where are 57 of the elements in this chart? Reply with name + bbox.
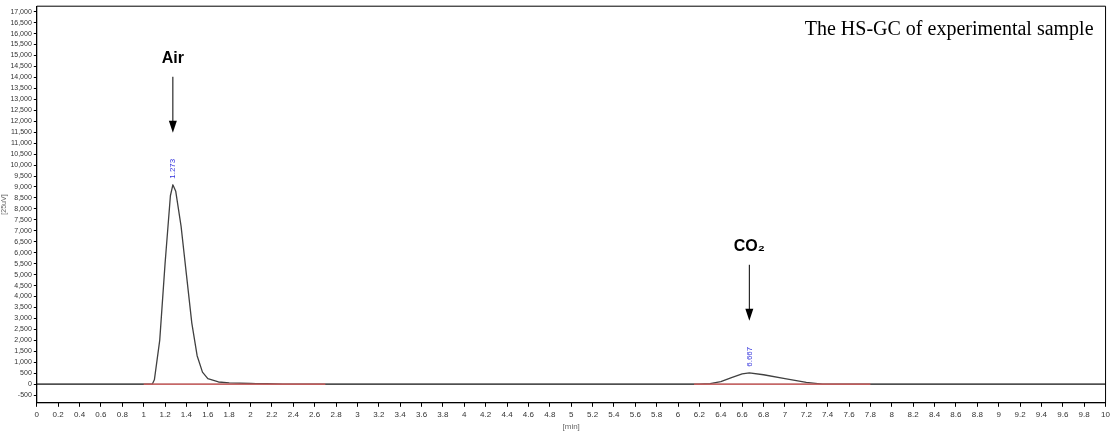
x-tick-label: 5.8 xyxy=(651,409,663,419)
x-tick-label: 8.4 xyxy=(928,409,941,419)
x-tick-label: 6.4 xyxy=(715,409,727,419)
x-tick-label: 9.6 xyxy=(1057,409,1069,419)
x-tick-label: 3 xyxy=(355,409,361,419)
x-tick-label: 8.2 xyxy=(907,409,920,419)
x-tick-label: 1.8 xyxy=(223,409,236,419)
x-tick-label: 7.4 xyxy=(822,409,834,419)
x-axis-title: [min] xyxy=(562,422,580,432)
x-tick-label: 4.2 xyxy=(480,409,492,419)
x-tick-label: 7.8 xyxy=(864,409,877,419)
x-tick-label: 1.2 xyxy=(159,409,172,419)
x-tick-label: 3.4 xyxy=(394,409,407,419)
x-tick-label: 9 xyxy=(996,409,1002,419)
x-tick-label: 4.8 xyxy=(544,409,556,419)
annotation: 6.667 xyxy=(744,346,754,367)
text: The HS-GC of experimental sample xyxy=(804,17,1094,41)
x-tick-label: 6.8 xyxy=(757,409,770,419)
x-tick-label: 2 xyxy=(248,409,254,419)
x-tick-label: 0 xyxy=(34,409,40,419)
x-tick-label: 4 xyxy=(462,409,468,419)
x-tick-label: 2.8 xyxy=(330,409,343,419)
annotation: Air xyxy=(161,49,184,67)
x-tick-label: 5 xyxy=(568,409,574,419)
x-tick-label: 6.6 xyxy=(736,409,749,419)
x-tick-label: 5.6 xyxy=(629,409,642,419)
x-tick-label: 7 xyxy=(782,409,788,419)
annotation: CO₂ xyxy=(733,237,765,255)
x-tick-label: 0.6 xyxy=(95,409,108,419)
x-tick-label: 9.8 xyxy=(1078,409,1091,419)
x-tick-label: 2.4 xyxy=(287,409,300,419)
x-tick-label: 2.2 xyxy=(266,409,279,419)
x-tick-label: 0.4 xyxy=(74,409,86,419)
annotation: 1.273 xyxy=(168,158,178,179)
x-tick-label: 6.2 xyxy=(693,409,706,419)
x-tick-label: 8.8 xyxy=(971,409,984,419)
x-tick-label: 8 xyxy=(889,409,895,419)
x-tick-label: 6 xyxy=(675,409,681,419)
x-tick-label: 0.2 xyxy=(52,409,65,419)
x-tick-label: 10 xyxy=(1101,409,1111,419)
x-tick-label: 9.2 xyxy=(1014,409,1027,419)
x-tick-label: 0.8 xyxy=(116,409,129,419)
x-tick-label: 7.6 xyxy=(843,409,856,419)
x-tick-label: 1.6 xyxy=(202,409,214,419)
x-tick-label: 8.6 xyxy=(950,409,963,419)
x-tick-label: 9.4 xyxy=(1035,409,1048,419)
x-tick-label: 2.6 xyxy=(309,409,321,419)
x-tick-label: 3.6 xyxy=(415,409,428,419)
x-tick-label: 4.4 xyxy=(501,409,514,419)
x-tick-label: 5.2 xyxy=(586,409,599,419)
x-tick-label: 1 xyxy=(141,409,147,419)
x-tick-label: 1.4 xyxy=(180,409,193,419)
x-tick-label: 4.6 xyxy=(522,409,535,419)
x-tick-label: 7.2 xyxy=(800,409,813,419)
x-tick-label: 3.2 xyxy=(373,409,385,419)
x-tick-label: 5.4 xyxy=(608,409,621,419)
x-tick-label: 3.8 xyxy=(437,409,450,419)
